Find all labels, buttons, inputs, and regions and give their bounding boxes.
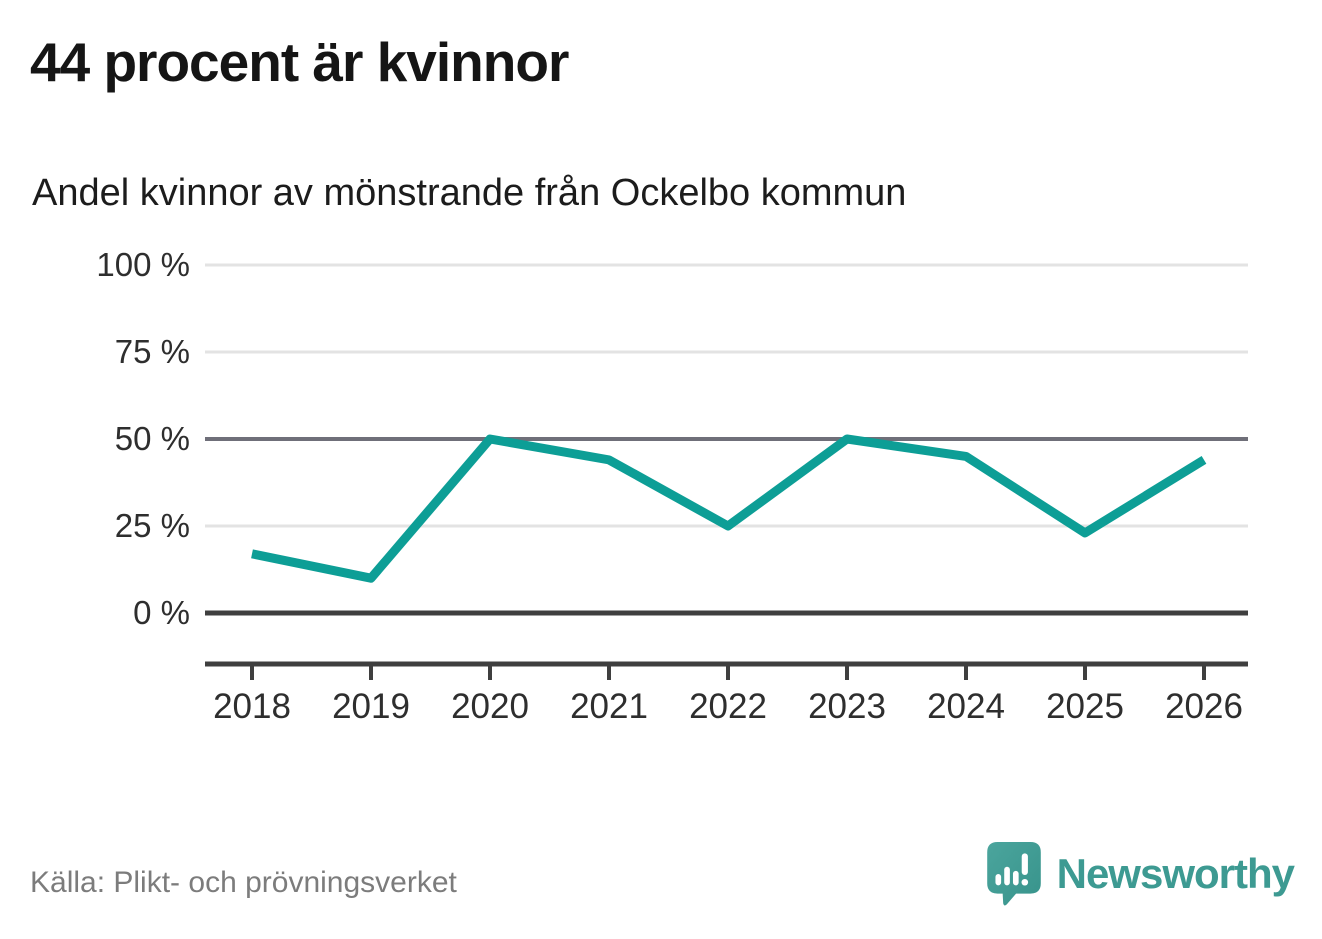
logo-bar-1: [995, 874, 1001, 886]
y-tick-label: 100 %: [96, 246, 190, 283]
newsworthy-logo-icon: [986, 842, 1041, 906]
y-tick-label: 0 %: [133, 594, 190, 631]
chart-subtitle: Andel kvinnor av mönstrande från Ockelbo…: [32, 172, 907, 214]
newsworthy-logo: Newsworthy: [985, 840, 1295, 908]
x-tick-label: 2024: [927, 687, 1005, 726]
logo-bar-3: [1012, 870, 1019, 886]
x-tick-label: 2019: [332, 687, 410, 726]
x-tick-label: 2018: [213, 687, 291, 726]
y-tick-label: 75 %: [115, 333, 190, 370]
logo-bar-2: [1003, 866, 1010, 886]
x-tick-label: 2021: [570, 687, 648, 726]
logo-exclamation-dot: [1021, 878, 1028, 886]
x-tick-label: 2023: [808, 687, 886, 726]
data-line-andel-kvinnor: [251, 434, 1207, 583]
x-tick-label: 2020: [451, 687, 529, 726]
y-tick-label: 25 %: [115, 507, 190, 544]
source-note: Källa: Plikt- och prövningsverket: [30, 866, 457, 899]
newsworthy-logo-text: Newsworthy: [1056, 850, 1295, 897]
headline: 44 procent är kvinnor: [30, 31, 569, 93]
x-tick-label: 2026: [1165, 687, 1243, 726]
y-tick-label: 50 %: [115, 420, 190, 457]
x-tick-label: 2025: [1046, 687, 1124, 726]
line-chart: 0 % 25 % 50 % 75 % 100 % 2018 2019 2020 2021 2022…: [96, 246, 1248, 726]
x-tick-label: 2022: [689, 687, 767, 726]
logo-exclamation-bar: [1021, 853, 1028, 876]
